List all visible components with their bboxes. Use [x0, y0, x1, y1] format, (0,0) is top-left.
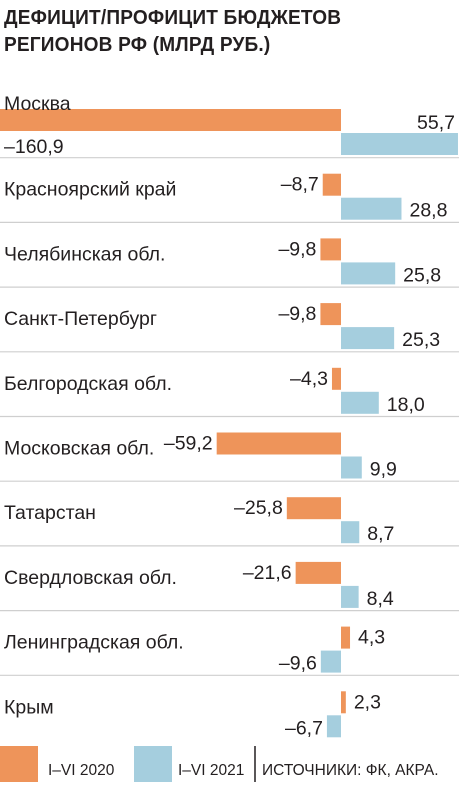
value-label-2020: –4,3: [290, 368, 328, 390]
value-label-2021: 25,8: [403, 264, 441, 286]
bar-2021: [341, 456, 362, 479]
bar-2021: [341, 197, 402, 220]
value-label-2020: –21,6: [243, 562, 292, 584]
bar-2020: [331, 367, 341, 390]
bar-2021: [341, 327, 395, 350]
legend-swatch-2021: [134, 746, 172, 782]
legend-label-2020: I–VI 2020: [48, 762, 115, 779]
legend: I–VI 2020 I–VI 2021 ИСТОЧНИКИ: ФК, АКРА.: [0, 746, 439, 782]
value-label-2021: 8,4: [367, 588, 394, 610]
bar-2021: [341, 262, 396, 285]
category-label: Красноярский край: [4, 179, 176, 201]
value-label-2020: –25,8: [234, 497, 283, 519]
value-label-2021: 28,8: [409, 200, 447, 222]
bar-2021: [341, 521, 360, 544]
category-label: Белгородская обл.: [4, 373, 172, 395]
category-label: Московская обл.: [4, 438, 154, 460]
bar-2020: [341, 626, 351, 649]
bar-2020: [286, 497, 341, 520]
value-label-2020: 4,3: [358, 627, 385, 649]
bars: [0, 109, 458, 738]
category-label: Санкт-Петербург: [4, 308, 157, 330]
chart-title: ДЕФИЦИТ/ПРОФИЦИТ БЮДЖЕТОВ РЕГИОНОВ РФ (М…: [4, 4, 423, 58]
chart-title-line-1: ДЕФИЦИТ/ПРОФИЦИТ БЮДЖЕТОВ: [4, 6, 342, 29]
category-label: Татарстан: [4, 502, 96, 524]
bar-2020: [320, 303, 341, 326]
bar-2021: [341, 585, 359, 608]
bar-2021: [326, 715, 341, 738]
value-label-2020: –8,7: [281, 174, 319, 196]
bar-2021: [320, 650, 341, 673]
value-label-2020: 2,3: [354, 691, 381, 713]
value-label-2020: –9,8: [278, 303, 316, 325]
legend-swatch-2020: [0, 746, 38, 782]
labels: Москва –160,9 55,7 Красноярский край –8,7 28,…: [4, 93, 455, 739]
value-label-2021: 9,9: [370, 459, 397, 481]
bar-2020: [322, 173, 341, 196]
source-note: ИСТОЧНИКИ: ФК, АКРА.: [262, 762, 439, 779]
category-label: Свердловская обл.: [4, 567, 177, 589]
value-label-2021: 25,3: [402, 329, 440, 351]
row-dividers: [0, 157, 459, 676]
bar-2021: [341, 133, 458, 155]
chart-title-line-2: РЕГИОНОВ РФ (МЛРД РУБ.): [4, 33, 271, 56]
value-label-2021: 8,7: [367, 523, 394, 545]
bar-2020: [341, 691, 346, 714]
value-label-2021: –9,6: [279, 653, 317, 675]
category-label: Крым: [4, 696, 54, 718]
category-label: Ленинградская обл.: [4, 632, 184, 654]
bar-2020: [320, 238, 341, 261]
value-label-2020: –9,8: [278, 238, 316, 260]
bar-2020: [295, 561, 341, 584]
bar-2020: [0, 109, 341, 131]
value-label-2020: –59,2: [164, 433, 213, 455]
bar-2021: [341, 391, 379, 414]
value-label-2021: –6,7: [285, 717, 323, 739]
category-label: Челябинская обл.: [4, 243, 165, 265]
value-label-2020: –160,9: [4, 136, 64, 158]
value-label-2021: 18,0: [387, 394, 425, 416]
legend-label-2021: I–VI 2021: [178, 762, 244, 779]
bar-2020: [216, 432, 341, 455]
category-label: Москва: [4, 93, 71, 115]
value-label-2021: 55,7: [417, 112, 455, 134]
